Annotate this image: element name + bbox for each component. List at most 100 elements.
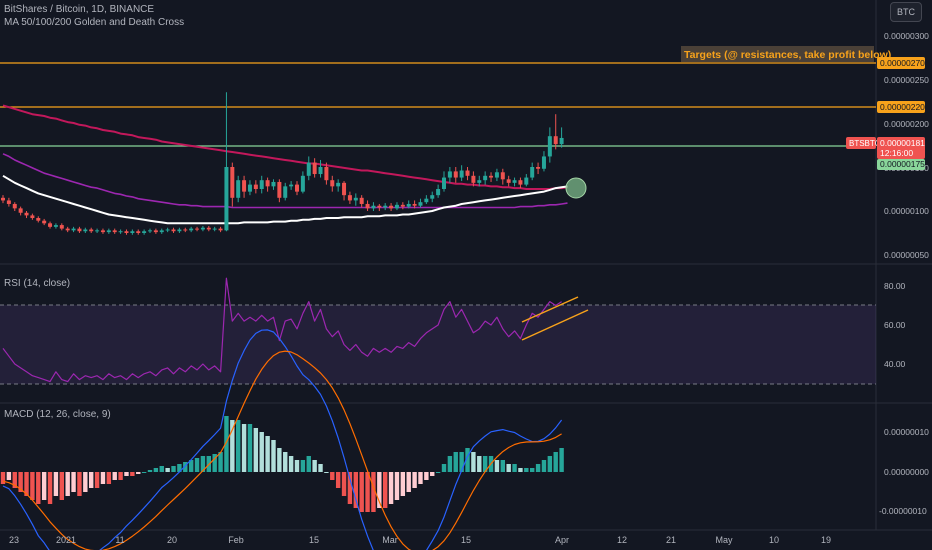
rsi-band — [0, 305, 876, 384]
macd-hist-bar — [506, 464, 511, 472]
macd-hist-bar — [259, 432, 264, 472]
macd-hist-bar — [18, 472, 23, 492]
candle-body — [489, 175, 494, 178]
candle-body — [494, 172, 499, 178]
rsi-channel-upper[interactable] — [521, 296, 579, 323]
ma100-line — [2, 153, 568, 209]
candle-body — [336, 182, 341, 187]
macd-hist-bar — [47, 472, 53, 504]
macd-series — [0, 329, 564, 550]
macd-hist-bar — [118, 472, 123, 480]
macd-hist-bar — [300, 460, 306, 472]
candle-body — [95, 230, 100, 232]
rsi-tick: 40.00 — [884, 359, 906, 369]
time-label: 23 — [9, 535, 19, 545]
candle-body — [242, 180, 247, 192]
symbol-title: BitShares / Bitcoin, 1D, BINANCE — [4, 4, 155, 15]
macd-hist-bar — [383, 472, 388, 508]
candle-body — [218, 228, 223, 231]
currency-button[interactable]: BTC — [890, 2, 922, 22]
macd-hist-bar — [218, 452, 223, 472]
macd-line — [2, 329, 563, 550]
macd-hist-bar — [36, 472, 41, 504]
candle-body — [536, 167, 541, 169]
candle-body — [283, 186, 288, 198]
macd-hist-bar — [94, 472, 100, 488]
candle-body — [100, 230, 105, 233]
candle-body — [465, 170, 470, 176]
candle-body — [312, 162, 317, 175]
macd-hist-bar — [388, 472, 394, 504]
symbol-badge — [846, 137, 876, 149]
macd-hist-bar — [141, 472, 147, 473]
candle-body — [412, 203, 417, 206]
macd-hist-bar — [335, 472, 341, 488]
candle-body — [165, 229, 170, 231]
price-tick: 0.00000100 — [884, 206, 929, 216]
time-axis-labels: 23 2021 11 20 Feb 15 Mar 15 Apr 12 21 Ma… — [9, 535, 831, 545]
macd-hist-bar — [100, 472, 106, 484]
macd-hist-bar — [271, 440, 276, 472]
macd-hist-bar — [553, 452, 558, 472]
candle-body — [189, 228, 194, 231]
candle-body — [430, 195, 435, 199]
candle-body — [153, 230, 158, 233]
candle-body — [89, 229, 94, 232]
candle-body — [306, 162, 311, 176]
rsi-axis-ticks: 80.00 60.00 40.00 — [884, 281, 906, 369]
macd-hist-bar — [6, 472, 12, 480]
time-label: 15 — [461, 535, 471, 545]
macd-hist-bar — [453, 452, 458, 472]
badge-220 — [877, 101, 925, 113]
time-label: May — [715, 535, 733, 545]
last-price-text: 0.00000181 — [880, 138, 925, 148]
candle-body — [177, 229, 182, 232]
macd-hist-bar — [312, 460, 317, 472]
candle-body — [112, 230, 117, 233]
macd-hist-bar — [406, 472, 411, 492]
macd-hist-bar — [471, 452, 476, 472]
macd-hist-bar — [430, 472, 435, 476]
macd-hist-bar — [53, 472, 59, 496]
time-label: 2021 — [56, 535, 76, 545]
candle-body — [6, 200, 11, 204]
macd-hist-bar — [65, 472, 70, 496]
time-label: 15 — [309, 535, 319, 545]
candle-body — [353, 197, 358, 201]
rsi-channel-lower[interactable] — [521, 309, 589, 341]
candle-body — [365, 203, 370, 209]
time-label: Feb — [228, 535, 244, 545]
candle-body — [71, 228, 76, 231]
candle-body — [442, 177, 446, 189]
macd-hist-bar — [477, 456, 482, 472]
candle-body — [424, 198, 429, 203]
macd-hist-bar — [559, 448, 564, 472]
macd-hist-bar — [500, 460, 505, 472]
candle-body — [206, 227, 211, 230]
macd-hist-bar — [183, 462, 188, 472]
candle-body — [418, 202, 423, 206]
candle-body — [142, 231, 147, 233]
macd-hist-bar — [465, 448, 470, 472]
macd-hist-bar — [212, 454, 217, 472]
macd-hist-bar — [188, 460, 194, 472]
macd-hist-bar — [482, 456, 488, 472]
symbol-badge-text: BTSBTC — [849, 139, 881, 148]
macd-hist-bar — [77, 472, 82, 496]
time-label: 12 — [617, 535, 627, 545]
candle-body — [394, 204, 399, 209]
macd-hist-bar — [324, 472, 329, 473]
macd-hist-bar — [106, 472, 112, 484]
macd-hist-bar — [30, 472, 35, 500]
time-label: Mar — [382, 535, 398, 545]
macd-hist-bar — [265, 436, 270, 472]
macd-hist-bar — [412, 472, 417, 488]
price-tick: 0.00000300 — [884, 31, 929, 41]
cross-highlight-circle — [565, 177, 587, 199]
macd-hist-bar — [24, 472, 29, 496]
last-price-badge — [877, 137, 925, 159]
targets-annotation-bg[interactable] — [681, 46, 874, 62]
price-tick: 0.00000050 — [884, 250, 929, 260]
candle-body — [406, 203, 411, 207]
